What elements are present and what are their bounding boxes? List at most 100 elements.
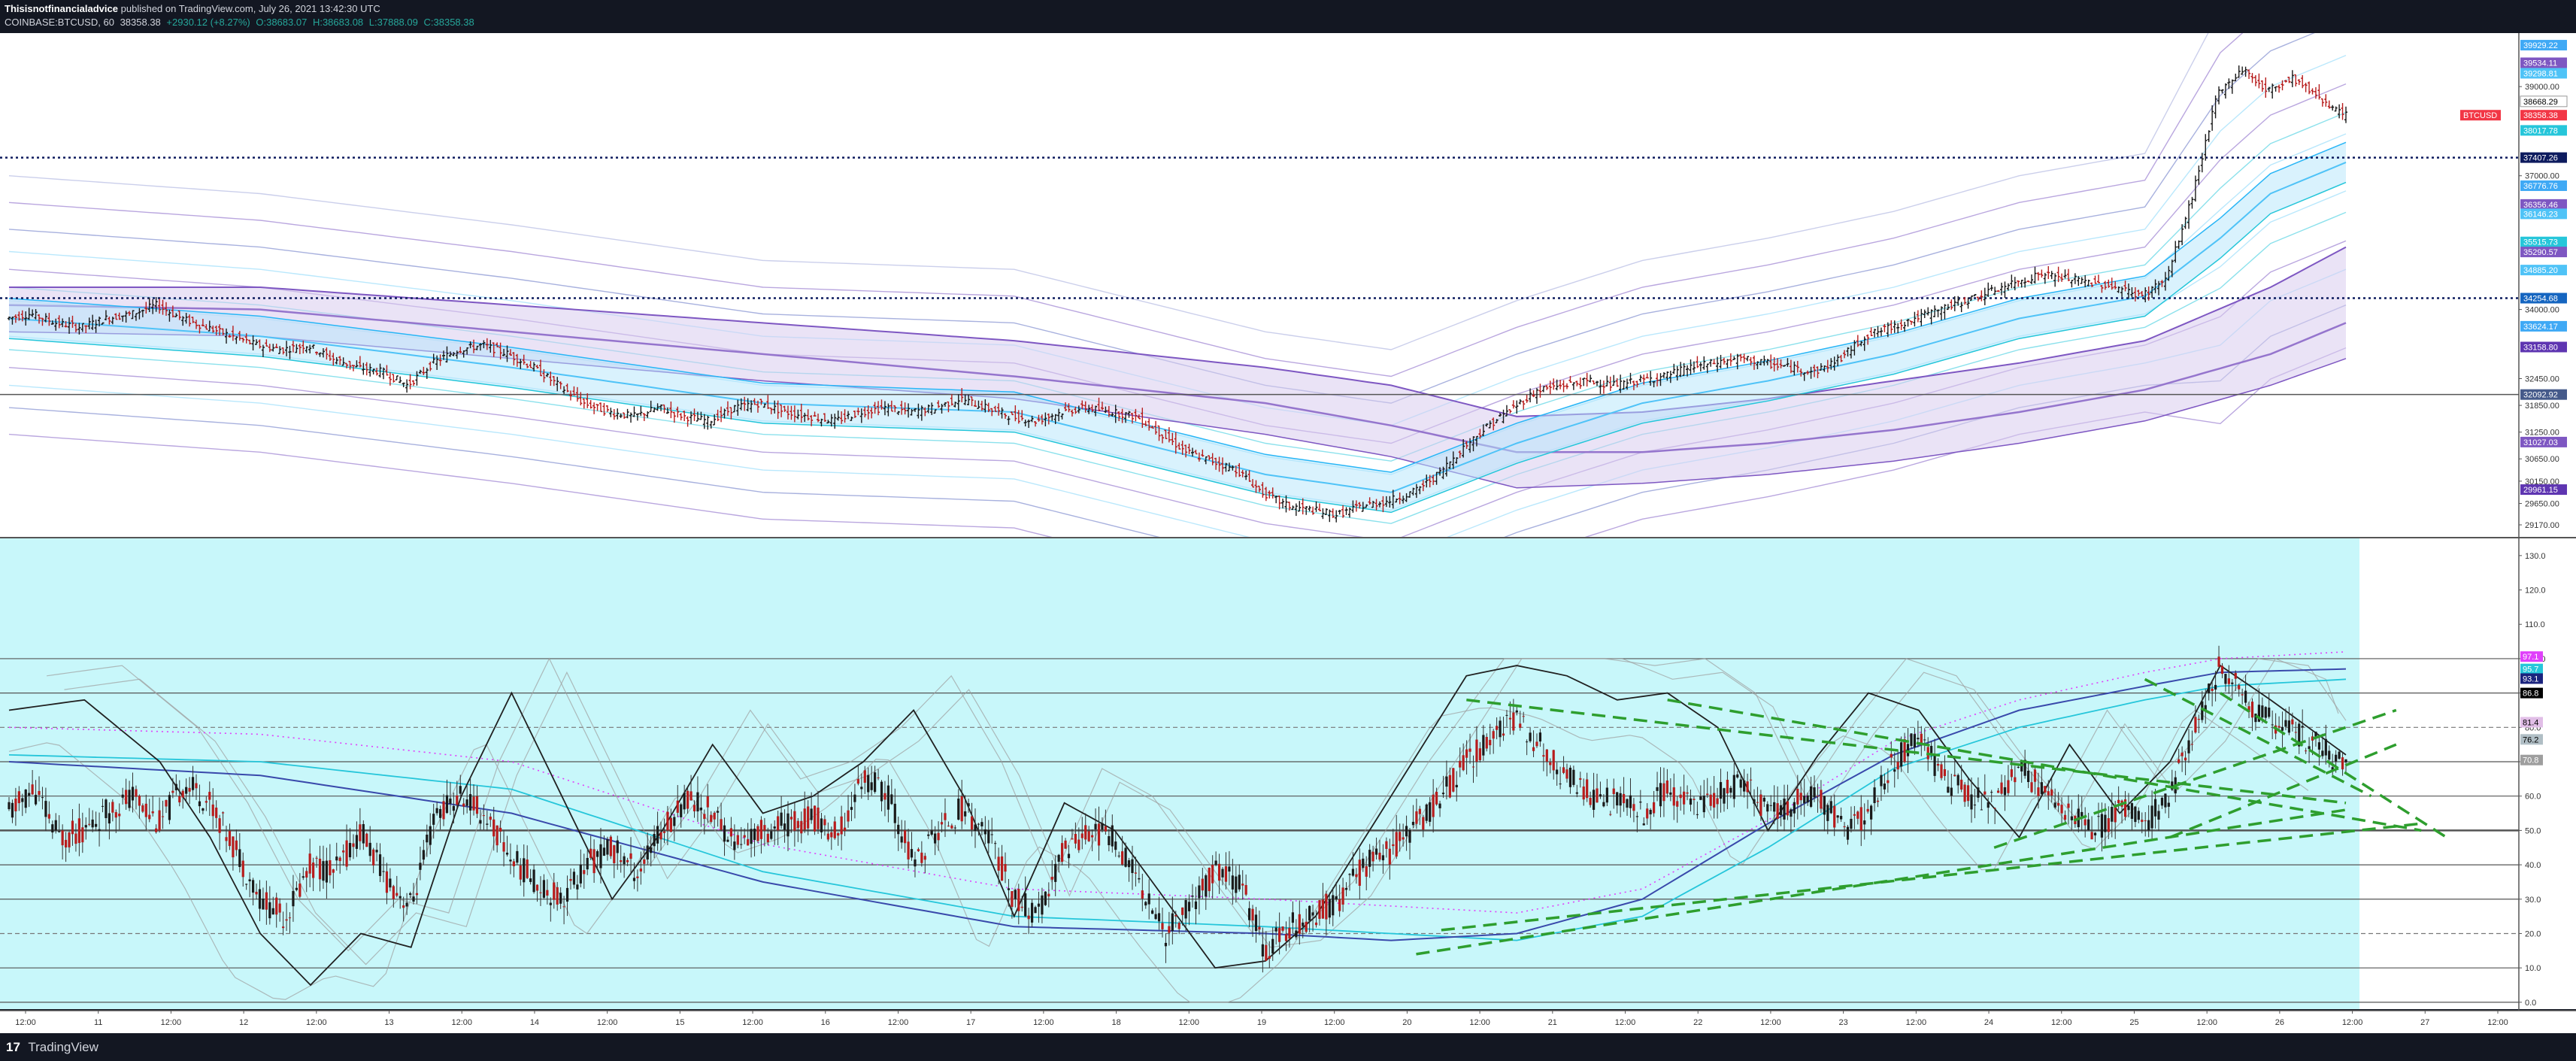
oscillator-candle (28, 782, 31, 808)
oscillator-candle (950, 823, 953, 829)
oscillator-candle (960, 780, 963, 829)
oscillator-pane[interactable]: 130.0120.0110.0100.090.080.070.060.050.0… (0, 537, 2576, 1009)
oscillator-candle-body (2141, 820, 2144, 823)
candle (2274, 86, 2277, 92)
oscillator-candle-body (34, 795, 38, 805)
candle (980, 400, 983, 411)
oscillator-candle (542, 874, 546, 900)
candle (720, 406, 723, 423)
oscillator-candle (2080, 796, 2084, 831)
oscillator-faint-line (47, 657, 2347, 952)
oscillator-candle (726, 836, 729, 843)
oscillator-candle-body (1091, 835, 1094, 838)
oscillator-candle-body (1990, 792, 1993, 793)
oscillator-candle (121, 787, 124, 805)
oscillator-candle (1522, 711, 1525, 723)
oscillator-candle-body (1014, 890, 1017, 899)
candle (1632, 380, 1635, 390)
oscillator-candle (1665, 768, 1668, 798)
oscillator-candle (235, 829, 238, 856)
price-value-label[interactable]: 39929.22 (2520, 40, 2567, 51)
candle (1261, 482, 1265, 498)
oscillator-candle (870, 765, 873, 796)
candle (1950, 299, 1953, 310)
price-value-label[interactable]: 34254.68 (2520, 293, 2567, 304)
oscillator-candle (2040, 765, 2043, 796)
oscillator-candle (2157, 804, 2160, 831)
oscillator-candle (666, 805, 669, 846)
price-value-label[interactable]: 38017.78 (2520, 125, 2567, 136)
oscillator-candle-body (1154, 914, 1157, 920)
oscillator-candle-body (623, 856, 626, 865)
candle (1361, 502, 1365, 512)
oscillator-candle-body (1211, 865, 1214, 884)
price-value-label[interactable]: 37407.26 (2520, 152, 2567, 163)
price-value-label[interactable]: 31027.03 (2520, 436, 2567, 447)
oscillator-candle-body (1108, 835, 1111, 846)
price-value-label[interactable]: 35515.73 (2520, 236, 2567, 247)
oscillator-candle (994, 841, 997, 859)
candle (1622, 380, 1626, 390)
oscillator-candle-body (930, 830, 933, 835)
candle (2264, 77, 2268, 98)
price-label-text: 36776.76 (2523, 182, 2558, 191)
oscillator-candle (1896, 749, 1899, 780)
oscillator-candle (680, 802, 683, 828)
candle (422, 366, 426, 375)
price-value-label[interactable]: 36356.46 (2520, 199, 2567, 210)
oscillator-candle-body (1011, 891, 1014, 908)
price-value-label[interactable]: 36146.23 (2520, 208, 2567, 220)
price-value-label[interactable]: 34885.20 (2520, 265, 2567, 276)
candle (64, 320, 68, 328)
oscillator-candle-body (1455, 784, 1458, 788)
oscillator-candle-body (2090, 832, 2093, 840)
oscillator-candle-body (408, 893, 412, 895)
oscillator-candle (596, 849, 599, 869)
candle (1050, 413, 1054, 421)
candle (171, 305, 174, 318)
oscillator-candle (21, 793, 24, 817)
candle (2140, 290, 2144, 297)
candle (1277, 495, 1281, 510)
price-pane[interactable]: 39000.0037000.0034000.0032450.0031850.00… (0, 0, 2576, 609)
oscillator-candle-body (1205, 875, 1208, 897)
oscillator-candle (1990, 790, 1993, 802)
candle (2338, 104, 2341, 119)
oscillator-candle-body (1966, 785, 1970, 802)
oscillator-candle (2231, 678, 2234, 700)
oscillator-candle-body (255, 892, 258, 895)
price-value-label[interactable]: 33624.17 (2520, 320, 2567, 332)
price-value-label[interactable]: 39534.11 (2520, 57, 2567, 68)
oscillator-candle-body (2010, 769, 2013, 778)
price-value-label[interactable]: 35290.57 (2520, 247, 2567, 258)
oscillator-candle-body (583, 870, 586, 875)
price-value-label[interactable]: 32092.92 (2520, 389, 2567, 400)
oscillator-candle-body (1900, 742, 1903, 767)
oscillator-candle-body (325, 860, 329, 883)
oscillator-candle-body (830, 832, 833, 838)
price-label-box (2520, 110, 2567, 121)
oscillator-candle (415, 878, 419, 905)
oscillator-candle (1739, 775, 1742, 796)
price-value-label[interactable]: 36776.76 (2520, 180, 2567, 191)
oscillator-candle-body (720, 819, 723, 830)
symbol-label[interactable]: BTCUSD (2460, 110, 2501, 121)
candle (2060, 273, 2064, 282)
price-tick-label: 31850.00 (2525, 402, 2559, 411)
oscillator-candle-body (1305, 921, 1308, 932)
oscillator-candle-body (58, 831, 61, 832)
oscillator-candle (1348, 873, 1351, 891)
price-value-label[interactable]: 29961.15 (2520, 484, 2567, 496)
price-value-label[interactable]: 33158.80 (2520, 341, 2567, 353)
candle (759, 399, 763, 405)
candle (2257, 73, 2261, 89)
price-value-label[interactable]: 38668.29 (2520, 95, 2568, 108)
price-value-label[interactable]: 38358.38 (2520, 110, 2567, 121)
oscillator-axis-background[interactable] (2519, 538, 2576, 1009)
price-value-label[interactable]: 39298.81 (2520, 68, 2567, 79)
oscillator-candle-body (810, 808, 813, 820)
oscillator-candle (1977, 777, 1980, 802)
candle (556, 377, 559, 392)
candle (2147, 286, 2150, 301)
